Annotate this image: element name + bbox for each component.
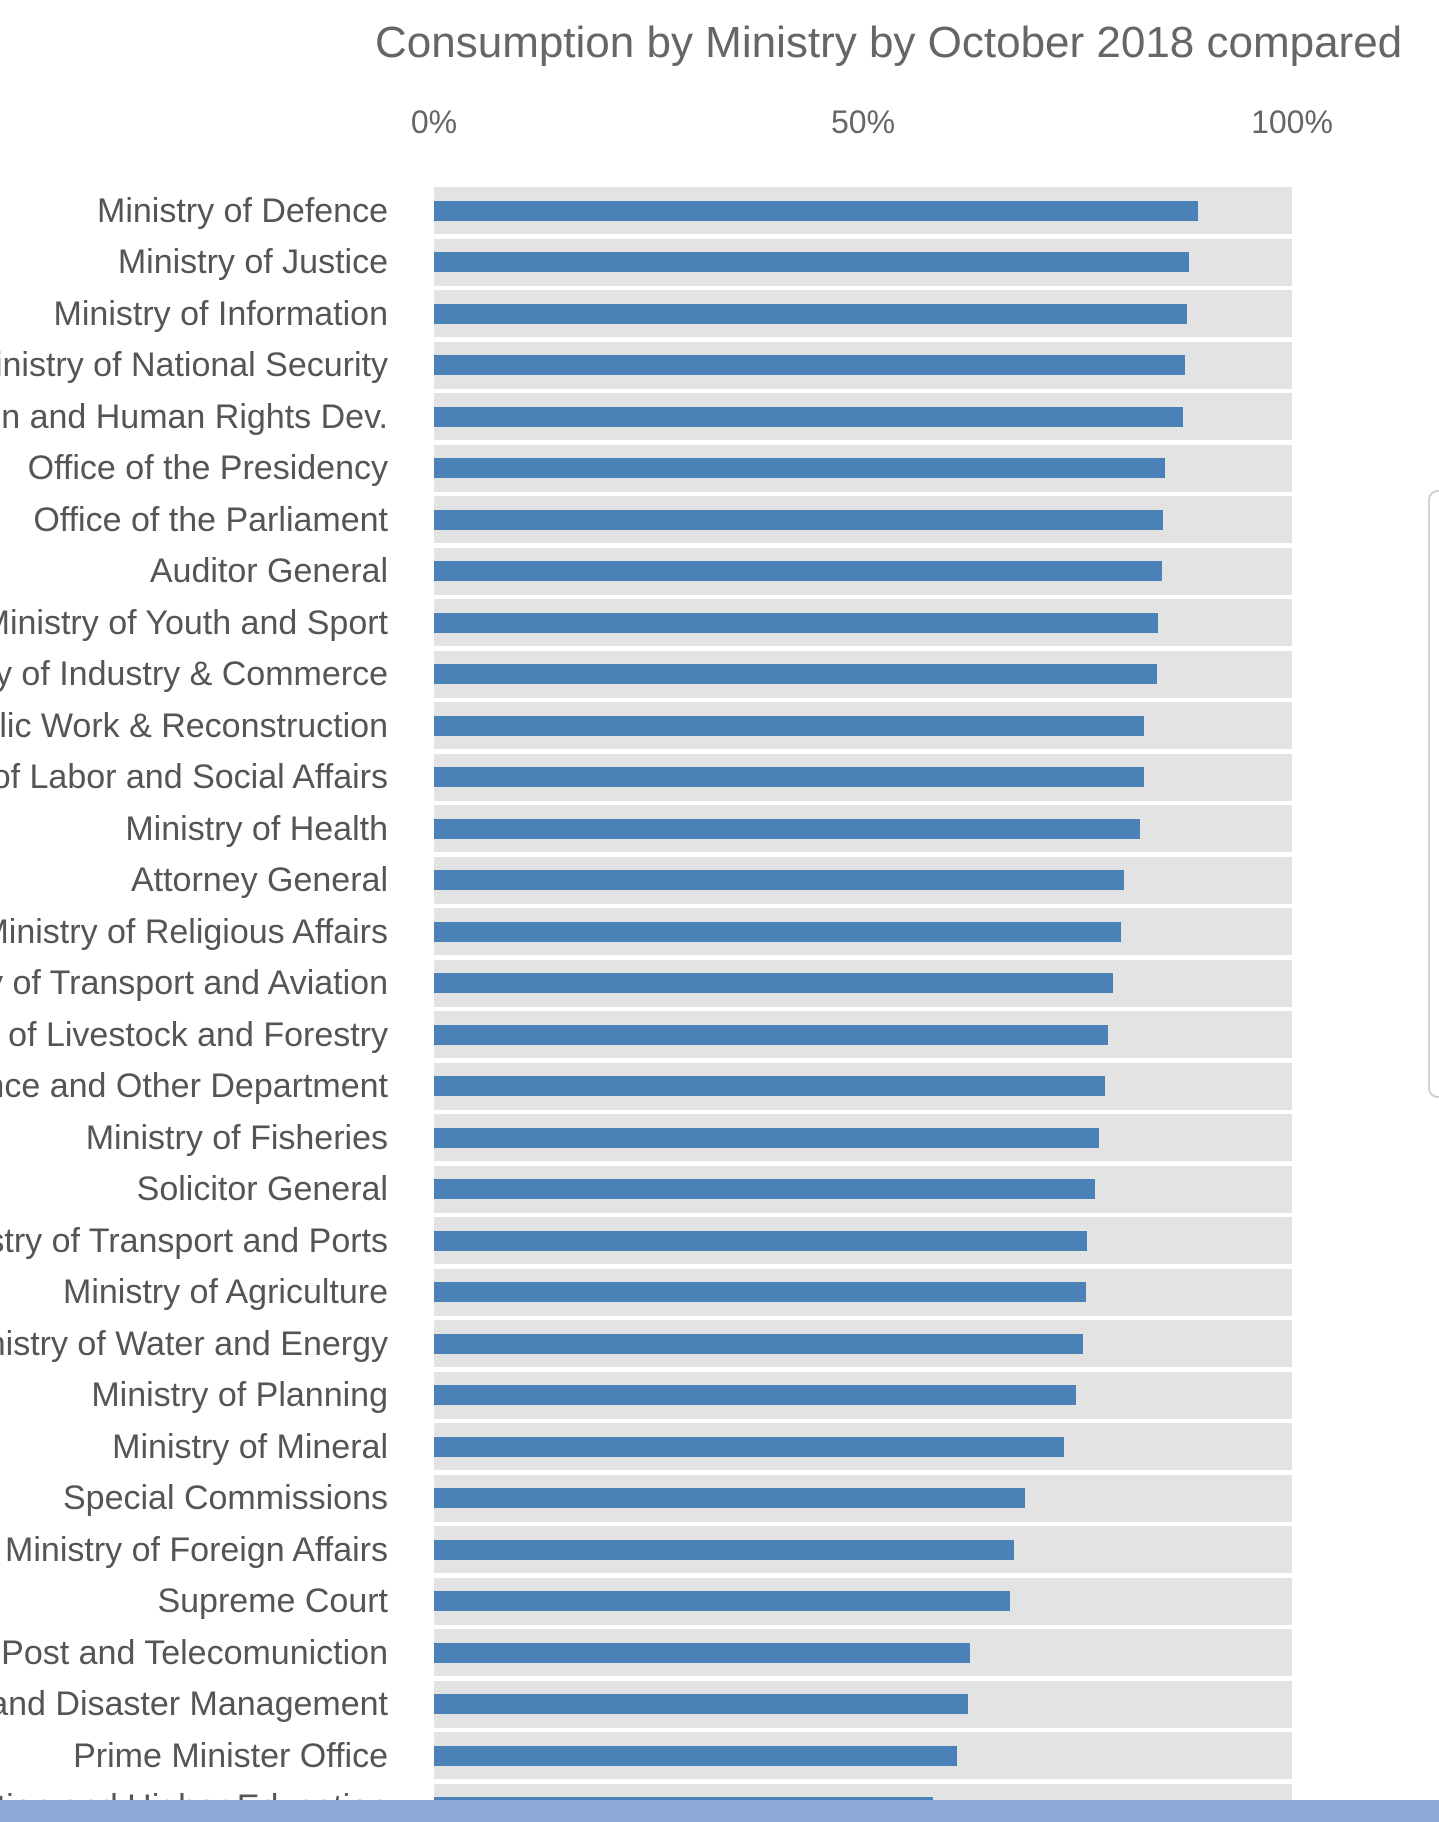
category-label: Ministry of Industry & Commerce	[0, 655, 388, 693]
bar	[434, 200, 1198, 221]
bottom-bar	[0, 1800, 1439, 1822]
bar	[434, 1642, 971, 1663]
category-label: Ministry of Religious Affairs	[0, 912, 388, 951]
x-tick-label: 100%	[1251, 104, 1333, 140]
category-label: Ministry of Water and Energy	[0, 1324, 388, 1363]
x-tick-label: 50%	[830, 104, 896, 140]
category-label: Attorney General	[130, 861, 388, 899]
bar	[434, 715, 1145, 736]
category-label: Prime Minister Office	[73, 1736, 388, 1775]
bar	[434, 509, 1164, 530]
category-label: Solicitor General	[136, 1170, 388, 1208]
category-label: Ministry of Foreign Affairs	[5, 1530, 388, 1569]
category-label: Ministry of Youth and Sport	[0, 603, 388, 642]
bar	[434, 1127, 1099, 1148]
bar	[434, 1385, 1076, 1405]
category-label: Office of the Presidency	[27, 449, 388, 487]
category-label: Ministry of Mineral	[112, 1427, 388, 1466]
bar	[434, 1745, 958, 1766]
category-label: Ministry of Health	[125, 809, 388, 848]
bar	[434, 767, 1144, 787]
bar	[434, 406, 1184, 427]
bar	[434, 1024, 1109, 1045]
category-label: Ministry of Planning	[91, 1376, 388, 1414]
bar	[434, 561, 1162, 581]
bar	[434, 1591, 1010, 1611]
category-label: Ministry of Public Work & Reconstruction	[0, 706, 388, 745]
category-label: Ministry of Fisheries	[85, 1118, 388, 1157]
category-label: Supreme Court	[157, 1582, 388, 1620]
bar	[434, 355, 1185, 375]
category-label: Ministry of Transport and Ports	[0, 1221, 388, 1260]
category-label: Ministry of Livestock and Forestry	[0, 1015, 388, 1054]
bar	[434, 1076, 1105, 1096]
category-label: Office of the Parliament	[33, 500, 388, 539]
category-label: Ministry of Agriculture	[63, 1273, 388, 1311]
bar	[434, 252, 1190, 272]
category-label: Ministry of Justice	[117, 243, 388, 281]
category-label: Ministry of National Security	[0, 346, 388, 384]
bar	[434, 870, 1124, 890]
category-label: Special Commissions	[63, 1479, 388, 1517]
category-label: Ministry of Finance and Other Department	[0, 1067, 388, 1105]
x-tick-label: 0%	[410, 104, 458, 140]
bar	[434, 818, 1141, 839]
category-label: Auditor General	[149, 552, 388, 590]
category-label: Ministry of Transport and Aviation	[0, 964, 388, 1002]
bar	[434, 1436, 1064, 1457]
category-label: Ministry of Humanitarian and Disaster Ma…	[0, 1685, 388, 1723]
bar	[434, 1179, 1095, 1199]
bar	[434, 303, 1188, 324]
bar	[434, 1282, 1087, 1302]
category-label: Ministry of Information	[53, 294, 388, 333]
bar	[434, 1539, 1014, 1560]
bar	[434, 973, 1113, 993]
bar	[434, 1694, 968, 1714]
category-label: Ministry of Women and Human Rights Dev.	[0, 397, 388, 436]
bar	[434, 612, 1159, 633]
bar	[434, 921, 1122, 942]
category-label: Ministry of Defence	[97, 191, 388, 230]
category-label: Ministry of Post and Telecomuniction	[0, 1633, 388, 1672]
category-label: Ministry of Labor and Social Affairs	[0, 758, 388, 796]
chart-title: Consumption by Ministry by October 2018 …	[375, 18, 1403, 67]
side-panel[interactable]	[1428, 490, 1439, 1098]
bar	[434, 1333, 1083, 1354]
bar	[434, 1488, 1026, 1508]
bar	[434, 458, 1166, 478]
bar	[434, 664, 1158, 684]
bar	[434, 1230, 1087, 1251]
